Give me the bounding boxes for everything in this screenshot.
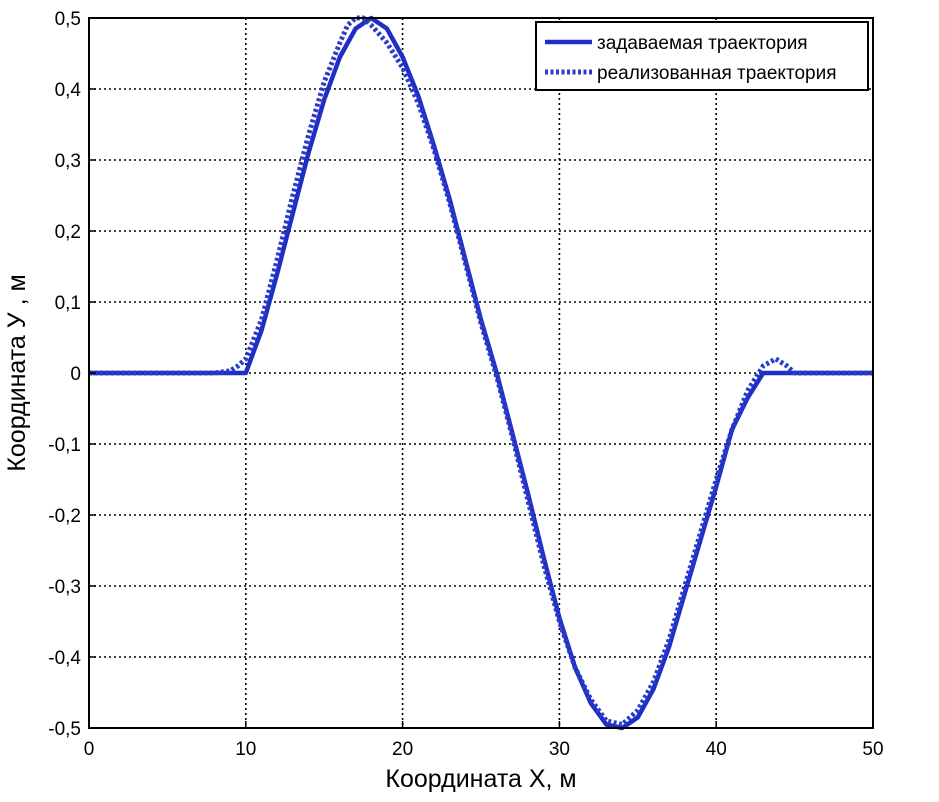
- y-tick-label: 0,5: [55, 9, 81, 30]
- x-tick-label: 10: [235, 739, 256, 760]
- y-tick-label: -0,5: [48, 719, 81, 740]
- x-axis-ticks: 0 10 20 30 40 50: [84, 721, 884, 760]
- y-tick-label: 0,3: [55, 151, 81, 172]
- x-tick-label: 0: [84, 739, 95, 760]
- x-tick-label: 40: [706, 739, 727, 760]
- x-tick-label: 50: [862, 739, 883, 760]
- series-lines: [89, 15, 873, 731]
- series-line-1: [89, 15, 873, 727]
- y-tick-label: 0: [70, 364, 81, 385]
- y-tick-label: 0,1: [55, 293, 81, 314]
- legend-box: [535, 21, 869, 91]
- x-tick-label: 30: [549, 739, 570, 760]
- x-tick-label: 20: [392, 739, 413, 760]
- y-tick-label: -0,1: [48, 435, 81, 456]
- legend: задаваемая траектория реализованная трае…: [535, 21, 869, 91]
- y-axis-title: Координата У , м: [3, 274, 31, 471]
- y-tick-label: -0,2: [48, 506, 81, 527]
- legend-label-target: задаваемая траектория: [597, 33, 808, 54]
- legend-label-realized: реализованная траектория: [597, 63, 837, 84]
- x-axis-title: Координата Х, м: [385, 765, 576, 793]
- y-axis-ticks: 0,5 0,4 0,3 0,2 0,1 0 -0,1 -0,2 -0,3 -0,4 -0,5: [48, 9, 96, 740]
- y-tick-label: 0,2: [55, 222, 81, 243]
- y-tick-label: 0,4: [55, 80, 82, 101]
- y-tick-label: -0,3: [48, 577, 81, 598]
- y-tick-label: -0,4: [48, 648, 81, 669]
